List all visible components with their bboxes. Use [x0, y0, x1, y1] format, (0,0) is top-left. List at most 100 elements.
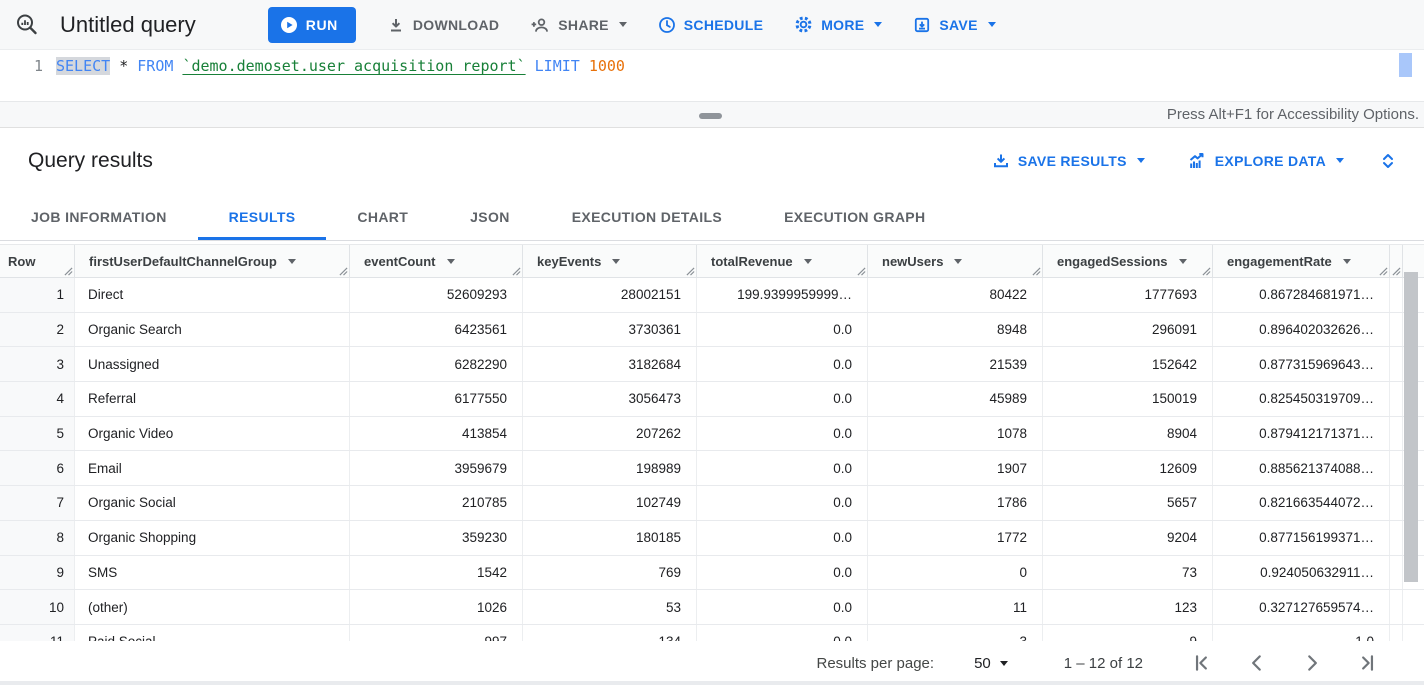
editor-scrollbar-thumb[interactable] — [1399, 53, 1412, 77]
table-cell: 8904 — [1043, 416, 1213, 451]
download-icon — [387, 16, 405, 34]
column-label: newUsers — [882, 253, 944, 269]
sql-token-number: 1000 — [588, 57, 625, 75]
table-cell: (other) — [75, 590, 350, 624]
table-cell: Paid Social — [75, 624, 350, 641]
tab-job-information[interactable]: JOB INFORMATION — [0, 193, 198, 240]
sort-caret-icon[interactable] — [803, 258, 812, 264]
sql-code-line[interactable]: SELECT * FROM `demo.demoset.user_acquisi… — [56, 50, 625, 101]
sort-caret-icon[interactable] — [612, 258, 621, 264]
overflow-cell — [1390, 278, 1403, 312]
table-cell: 1.0 — [1213, 624, 1390, 641]
table-row[interactable]: 1 Direct 52609293 28002151 199.9399959999… 80… — [0, 278, 1424, 313]
table-row[interactable]: 8 Organic Shopping 359230 180185 0.0 1772 9204… — [0, 520, 1424, 556]
column-label: engagedSessions — [1057, 253, 1168, 269]
table-row[interactable]: 5 Organic Video 413854 207262 0.0 1078 8904 0.8… — [0, 416, 1424, 452]
column-header-keyevents[interactable]: keyEvents — [523, 245, 697, 277]
column-resize-handle[interactable] — [64, 267, 73, 276]
query-editor-toolbar: Untitled query RUN DOWNLOAD SHARE SCHEDULE M… — [0, 0, 1424, 50]
chevron-left-icon — [1252, 655, 1261, 671]
table-row[interactable]: 3 Unassigned 6282290 3182684 0.0 21539 152642 0… — [0, 347, 1424, 383]
table-cell: 3730361 — [523, 312, 697, 347]
chevron-down-icon — [1136, 158, 1145, 163]
sort-caret-icon[interactable] — [287, 258, 296, 264]
column-resize-handle[interactable] — [512, 267, 521, 276]
next-page-button[interactable] — [1301, 652, 1323, 674]
table-cell: 0.0 — [697, 624, 868, 641]
button-label: RUN — [305, 16, 338, 33]
sql-token-plain: * — [110, 57, 138, 75]
sort-caret-icon[interactable] — [446, 258, 455, 264]
first-page-button[interactable] — [1191, 652, 1213, 674]
column-header-eventcount[interactable]: eventCount — [350, 245, 523, 277]
row-number-cell: 2 — [0, 312, 75, 347]
table-row[interactable]: 9 SMS 1542 769 0.0 0 73 0.924050632911… — [0, 555, 1424, 591]
table-row[interactable]: 4 Referral 6177550 3056473 0.0 45989 150019 0.8… — [0, 382, 1424, 417]
column-resize-handle[interactable] — [1202, 267, 1211, 276]
column-resize-handle[interactable] — [1032, 267, 1041, 276]
sort-caret-icon[interactable] — [954, 258, 963, 264]
table-cell: 1026 — [350, 590, 523, 624]
tab-execution-details[interactable]: EXECUTION DETAILS — [541, 193, 753, 240]
table-cell: 102749 — [523, 486, 697, 520]
chevron-right-icon — [1308, 655, 1317, 671]
column-header-engagementrate[interactable]: engagementRate — [1213, 245, 1390, 277]
sort-caret-icon[interactable] — [1342, 258, 1351, 264]
tab-execution-graph[interactable]: EXECUTION GRAPH — [753, 193, 956, 240]
column-header-engagedsessions[interactable]: engagedSessions — [1043, 245, 1213, 277]
more-button[interactable]: MORE — [794, 15, 883, 34]
table-cell: 12609 — [1043, 451, 1213, 486]
table-cell: 0.0 — [697, 382, 868, 416]
sql-editor[interactable]: 1 SELECT * FROM `demo.demoset.user_acqui… — [0, 50, 1424, 101]
column-resize-handle[interactable] — [686, 267, 695, 276]
table-row[interactable]: 7 Organic Social 210785 102749 0.0 1786 5657 0.… — [0, 486, 1424, 521]
horizontal-scrollbar-track[interactable] — [0, 681, 1424, 685]
sort-caret-icon[interactable] — [1178, 258, 1187, 264]
table-scrollbar-thumb[interactable] — [1404, 272, 1418, 582]
table-cell: 5657 — [1043, 486, 1213, 520]
table-row-partial[interactable]: 11Paid Social9971340.0391.0 — [0, 624, 1424, 641]
column-resize-handle[interactable] — [339, 267, 348, 276]
page-size-select[interactable]: 50 — [974, 655, 1008, 672]
column-label: totalRevenue — [711, 253, 793, 269]
table-cell: 3 — [868, 624, 1043, 641]
save-results-button[interactable]: SAVE RESULTS — [992, 152, 1145, 170]
column-resize-handle[interactable] — [857, 267, 866, 276]
last-page-button[interactable] — [1356, 652, 1378, 674]
tab-json[interactable]: JSON — [439, 193, 541, 240]
table-row[interactable]: 10 (other) 1026 53 0.0 11 123 0.327127659574… — [0, 590, 1424, 625]
panel-resize-handle[interactable] — [699, 113, 722, 119]
column-header-firstuserdefaultchannelgroup[interactable]: firstUserDefaultChannelGroup — [75, 245, 350, 277]
run-button[interactable]: RUN — [267, 6, 356, 43]
explore-data-button[interactable]: EXPLORE DATA — [1187, 152, 1344, 170]
table-cell: 8948 — [868, 312, 1043, 347]
tab-chart[interactable]: CHART — [326, 193, 439, 240]
overflow-cell — [1390, 624, 1403, 641]
expand-panel-button[interactable] — [1378, 151, 1398, 171]
column-resize-handle[interactable] — [1392, 267, 1401, 276]
table-row[interactable]: 6 Email 3959679 198989 0.0 1907 12609 0.8856213… — [0, 451, 1424, 487]
column-label: engagementRate — [1227, 253, 1332, 269]
schedule-button[interactable]: SCHEDULE — [658, 16, 763, 34]
table-row[interactable]: 2 Organic Search 6423561 3730361 0.0 8948 2960… — [0, 312, 1424, 348]
previous-page-button[interactable] — [1246, 652, 1268, 674]
tab-results[interactable]: RESULTS — [198, 193, 327, 240]
save-button[interactable]: SAVE — [913, 16, 996, 34]
share-button[interactable]: SHARE — [530, 16, 627, 34]
table-cell: 0.879412171371… — [1213, 416, 1390, 451]
table-cell: 1786 — [868, 486, 1043, 520]
table-cell: 150019 — [1043, 382, 1213, 416]
last-page-icon — [1362, 655, 1374, 671]
table-cell: 0.885621374088… — [1213, 451, 1390, 486]
table-body: 1 Direct 52609293 28002151 199.9399959999… 80… — [0, 278, 1424, 641]
download-button[interactable]: DOWNLOAD — [387, 16, 499, 34]
table-cell: 180185 — [523, 520, 697, 555]
table-cell: Organic Video — [75, 416, 350, 451]
column-header-row[interactable]: Row — [0, 245, 75, 277]
column-header-totalrevenue[interactable]: totalRevenue — [697, 245, 868, 277]
column-header-newusers[interactable]: newUsers — [868, 245, 1043, 277]
column-resize-handle[interactable] — [1379, 267, 1388, 276]
column-label: firstUserDefaultChannelGroup — [89, 253, 277, 269]
table-cell: 1542 — [350, 555, 523, 590]
play-circle-icon — [280, 16, 298, 34]
